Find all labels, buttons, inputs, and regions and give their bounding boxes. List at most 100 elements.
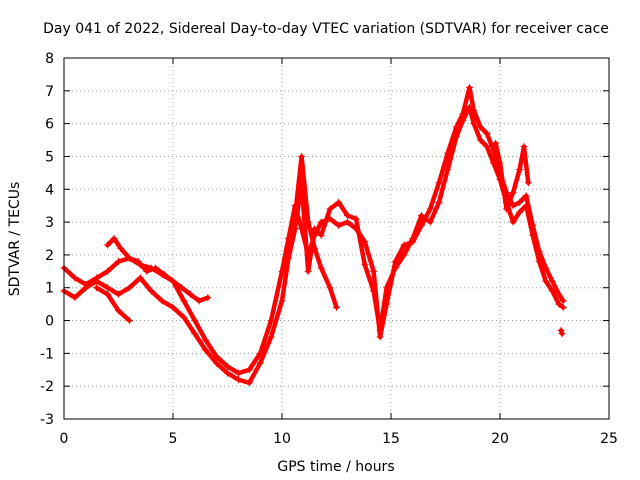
data-point [418, 212, 426, 220]
data-point [559, 303, 567, 311]
data-point [435, 198, 443, 206]
data-point [267, 317, 275, 325]
data-point [158, 297, 166, 305]
data-point [256, 359, 264, 367]
data-point [125, 317, 133, 325]
data-point [110, 235, 118, 242]
data-point [169, 277, 177, 285]
data-point [409, 235, 417, 242]
y-tick-label: -3 [40, 412, 54, 428]
data-point [426, 218, 434, 226]
data-series-5 [492, 139, 532, 213]
data-point [559, 297, 567, 305]
data-point [557, 326, 565, 334]
data-point [234, 369, 242, 377]
data-point [104, 241, 112, 249]
data-point [516, 198, 524, 206]
data-point [191, 330, 199, 338]
data-point [143, 267, 151, 275]
data-point [311, 244, 319, 252]
data-point [524, 179, 532, 187]
data-point [298, 152, 306, 160]
data-point [267, 333, 275, 341]
x-tick-label: 10 [273, 431, 291, 447]
data-point [476, 123, 484, 131]
chart-title: Day 041 of 2022, Sidereal Day-to-day VTE… [43, 21, 609, 37]
y-tick-labels: -3 -2 -1 0 1 2 3 4 5 6 7 8 [40, 51, 54, 428]
data-point [335, 221, 343, 229]
data-point [180, 297, 188, 305]
data-point [71, 274, 79, 282]
data-point [291, 212, 299, 220]
data-point [71, 294, 79, 302]
data-point [444, 166, 452, 174]
data-point [278, 297, 286, 305]
data-point [333, 303, 340, 311]
data-point [516, 166, 524, 174]
data-point [147, 287, 155, 295]
data-point [104, 267, 112, 275]
data-point [509, 218, 517, 226]
data-point [136, 274, 144, 282]
data-point [548, 287, 556, 295]
data-point [134, 257, 142, 265]
data-point [285, 254, 293, 262]
data-point [376, 326, 384, 334]
y-axis-title: SDTVAR / TECUs [7, 182, 23, 297]
data-point [470, 120, 478, 128]
y-tick-label: 7 [45, 84, 54, 100]
data-point [93, 284, 101, 292]
data-point [178, 284, 186, 292]
data-point [555, 300, 563, 308]
data-point [343, 218, 351, 226]
data-point [465, 103, 473, 111]
data-point [483, 129, 491, 137]
data-point [370, 267, 378, 275]
data-point [104, 284, 112, 292]
data-point [522, 192, 530, 200]
plot-frame [63, 57, 610, 420]
series-trace [94, 285, 132, 323]
data-point [383, 284, 391, 292]
grid-layer [64, 58, 609, 419]
data-point [191, 317, 199, 325]
data-point [335, 198, 343, 206]
data-point [503, 205, 511, 213]
data-point [152, 264, 160, 272]
data-point [117, 244, 125, 252]
data-point [489, 159, 497, 167]
data-point [169, 303, 177, 311]
data-point [224, 369, 231, 377]
data-point [426, 205, 434, 213]
data-point [509, 189, 517, 197]
x-axis-title: GPS time / hours [277, 459, 394, 475]
data-point [509, 202, 517, 210]
data-point [245, 379, 253, 387]
y-tick-label: 1 [45, 281, 54, 297]
data-point [317, 231, 325, 239]
x-tick-label: 0 [60, 431, 69, 447]
data-point [202, 346, 210, 354]
data-point [234, 376, 242, 384]
data-point [326, 284, 334, 292]
data-point [213, 353, 221, 361]
data-series-4 [291, 152, 340, 311]
data-point [115, 307, 122, 315]
data-point [245, 366, 253, 374]
data-point [125, 254, 133, 262]
x-tick-label: 5 [169, 431, 178, 447]
data-point [376, 333, 384, 341]
data-point [82, 284, 90, 292]
data-point [115, 290, 122, 298]
data-point [311, 225, 319, 233]
data-point [195, 297, 203, 305]
y-tick-label: -2 [40, 379, 54, 395]
x-tick-label: 25 [600, 431, 618, 447]
y-tick-label: 5 [45, 149, 54, 165]
series-layer [60, 84, 567, 387]
data-point [326, 205, 334, 213]
data-point [186, 290, 194, 298]
data-point [202, 336, 210, 344]
